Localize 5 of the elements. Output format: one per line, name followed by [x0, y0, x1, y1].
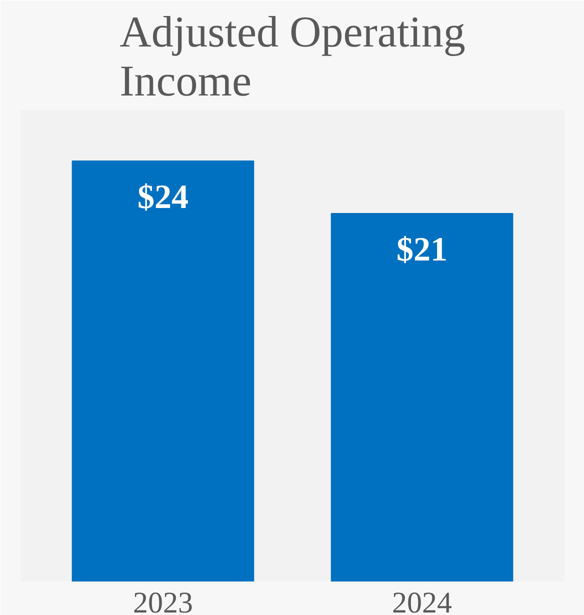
x-tick-label: 2023 [132, 586, 193, 615]
chart-title: Adjusted Operating Income [120, 8, 466, 106]
data-label: $24 [137, 178, 188, 216]
x-tick-label: 2024 [392, 586, 452, 615]
data-label: $21 [396, 232, 448, 269]
